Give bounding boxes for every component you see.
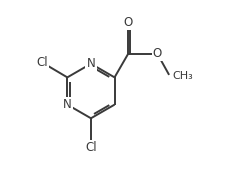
Text: O: O [152, 47, 161, 60]
Text: O: O [123, 16, 132, 29]
Text: Cl: Cl [85, 141, 96, 154]
Text: N: N [86, 57, 95, 70]
Text: CH₃: CH₃ [171, 71, 192, 81]
Text: Cl: Cl [36, 56, 48, 69]
Text: N: N [63, 98, 71, 111]
